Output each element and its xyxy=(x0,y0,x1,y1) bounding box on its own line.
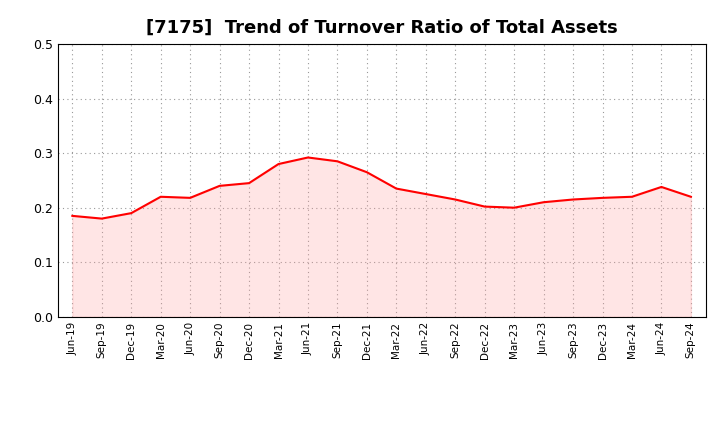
Title: [7175]  Trend of Turnover Ratio of Total Assets: [7175] Trend of Turnover Ratio of Total … xyxy=(145,19,618,37)
